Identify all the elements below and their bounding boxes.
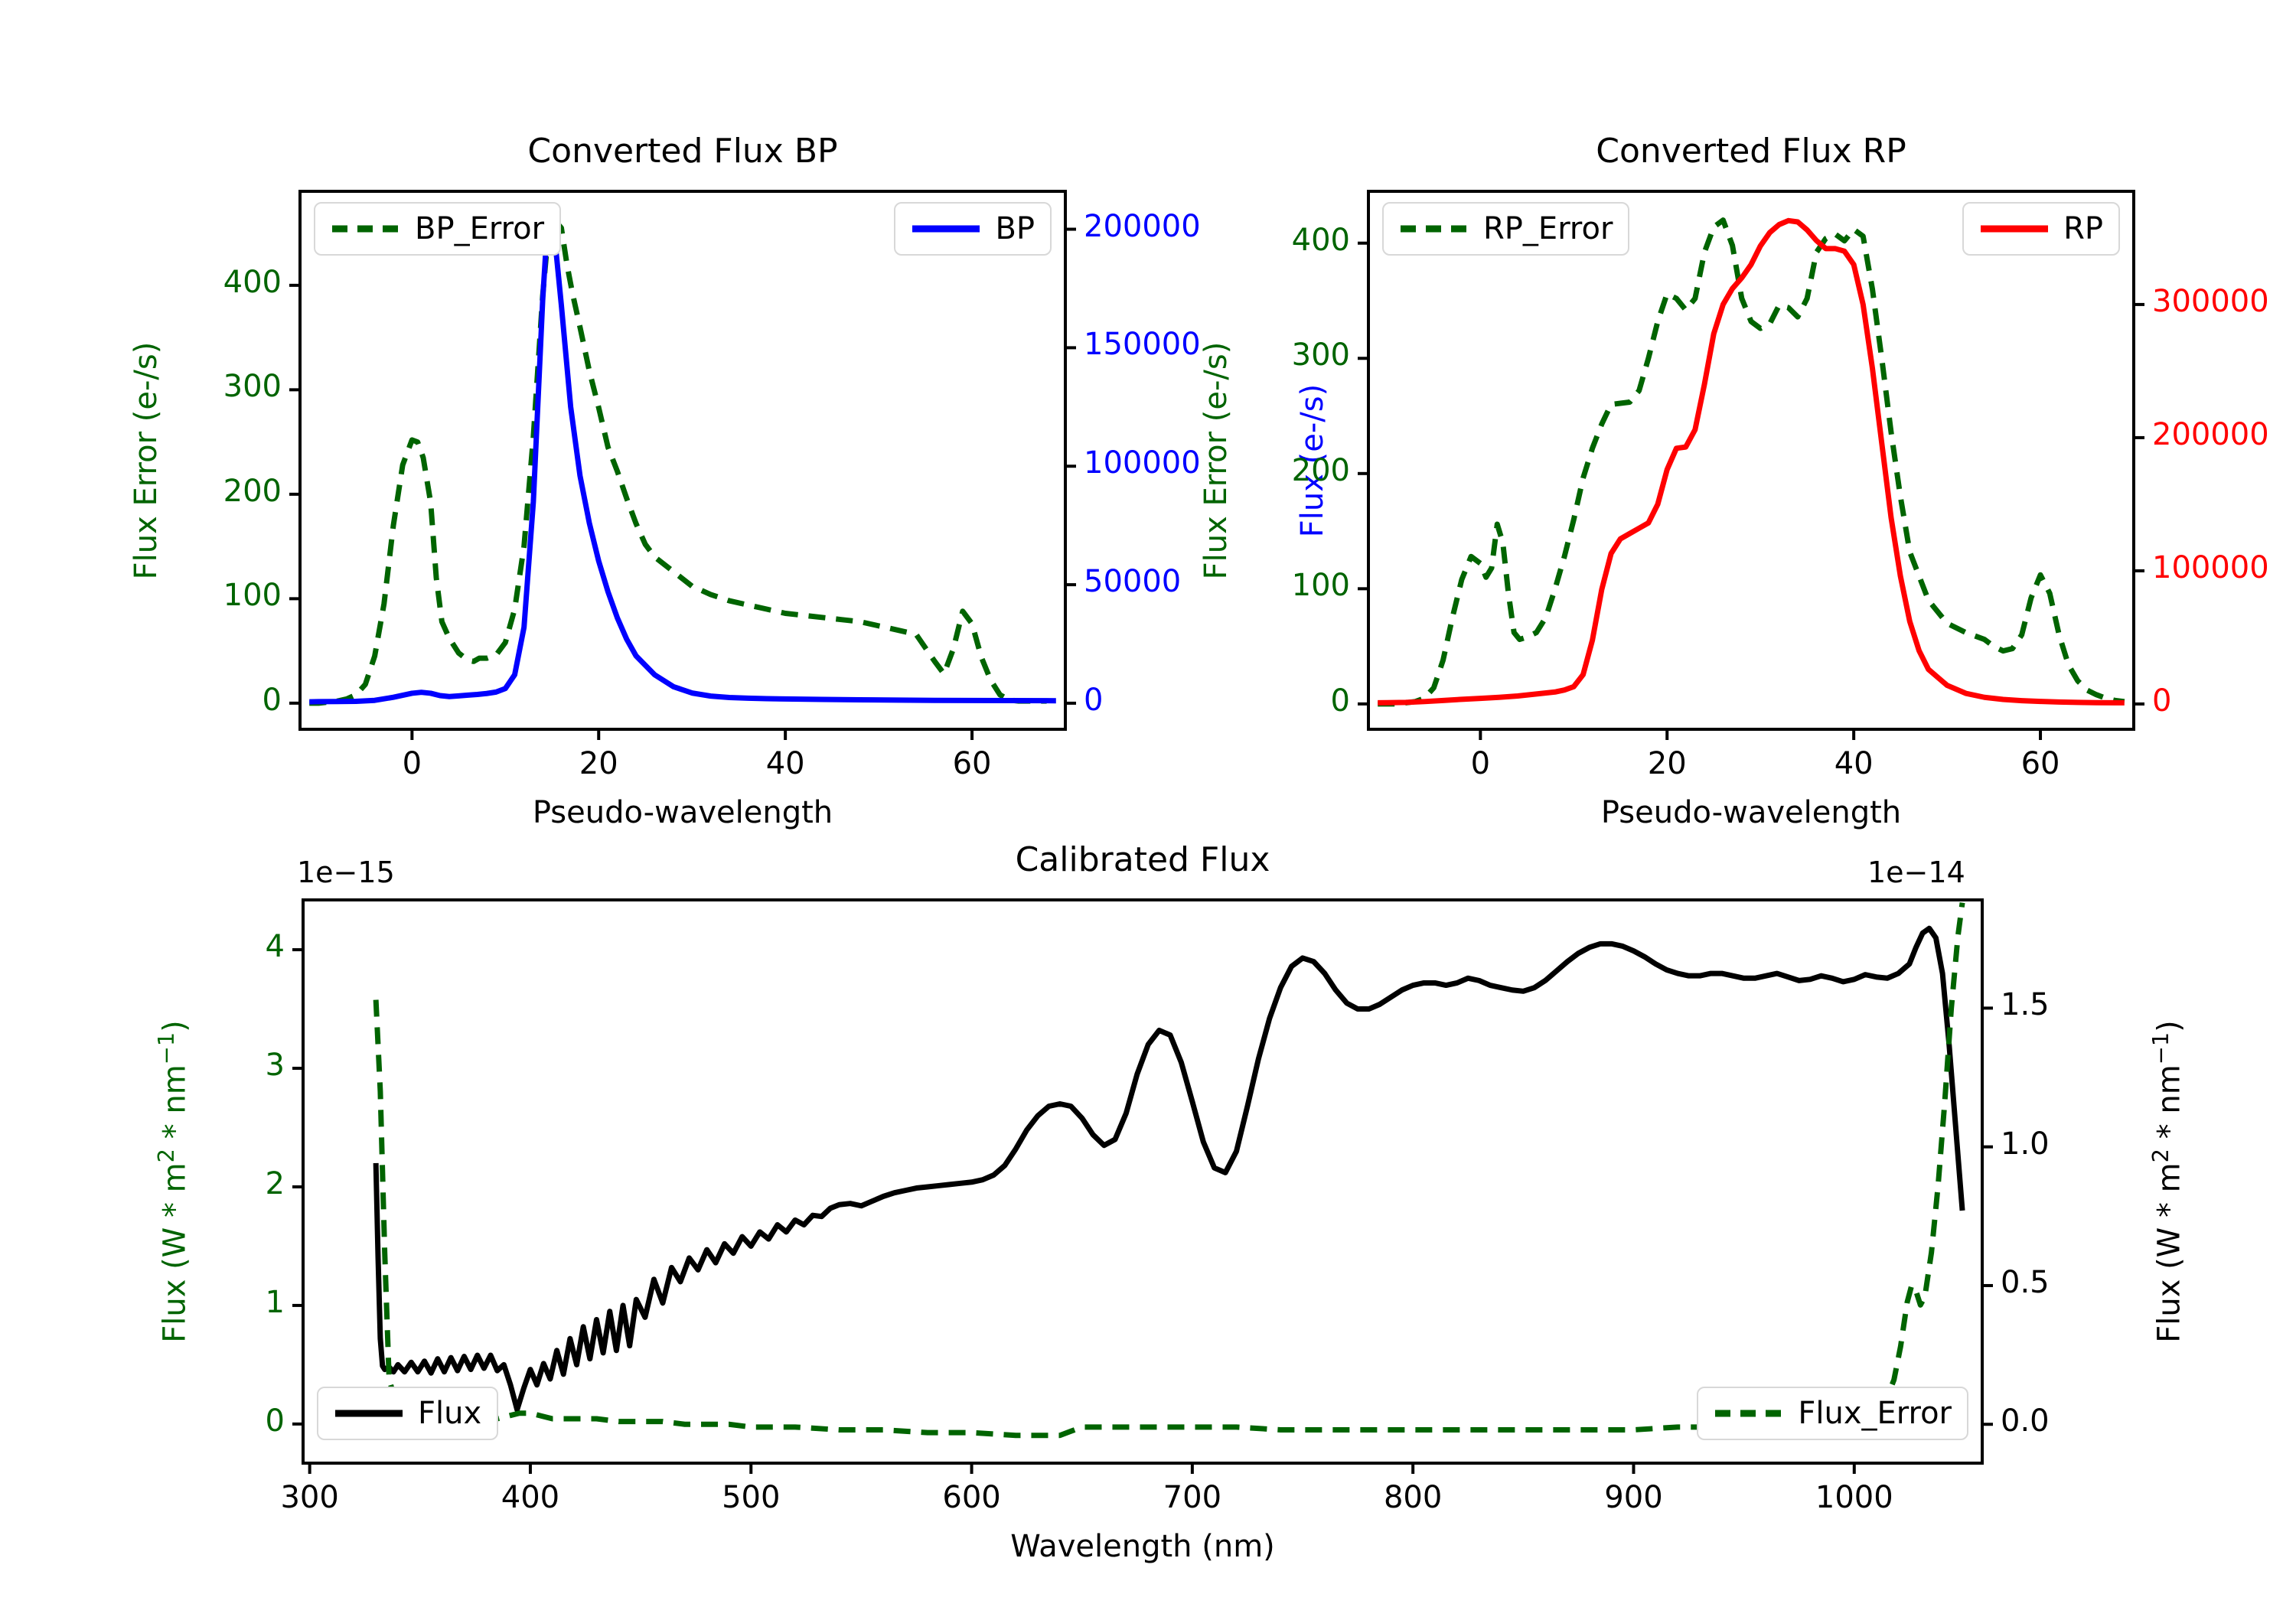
legend-swatch-solid (912, 225, 980, 233)
ytick-label-right: 100000 (2152, 549, 2269, 585)
legend-label: RP_Error (1483, 211, 1613, 246)
legend-swatch-dashed (1715, 1410, 1783, 1417)
ytick-label-left: 300 (223, 369, 282, 405)
series-line-flux_error (373, 902, 1965, 1439)
series-line-rp_error (1378, 217, 2125, 707)
plot-frame (298, 190, 1067, 731)
xtick-label: 400 (501, 1480, 560, 1515)
ytick-label-right: 300000 (2152, 283, 2269, 319)
legend-swatch-dashed (1401, 225, 1468, 233)
xtick-label: 0 (402, 746, 422, 781)
ytick-label-right: 0.5 (2001, 1264, 2050, 1300)
legend-rp-error[interactable]: RP_Error (1382, 202, 1630, 256)
yaxis-label-right: Flux (W * m2 * nm−1) (2148, 1020, 2187, 1343)
ytick-label-left: 200 (223, 473, 282, 509)
legend-label: Flux (418, 1396, 482, 1431)
ytick-label-left: 1 (265, 1284, 285, 1320)
legend-rp[interactable]: RP (1962, 202, 2120, 256)
xtick-label: 800 (1383, 1480, 1443, 1515)
series-line-bp (309, 207, 1056, 705)
ytick-label-left: 200 (1291, 452, 1350, 488)
xaxis-label: Wavelength (nm) (1010, 1529, 1275, 1564)
xtick-label: 20 (579, 746, 618, 781)
xtick-label: 500 (722, 1480, 781, 1515)
legend-bp[interactable]: BP (894, 202, 1052, 256)
ytick-label-left: 100 (223, 578, 282, 614)
xaxis-label: Pseudo-wavelength (1600, 795, 1902, 830)
ytick-label-right: 200000 (2152, 416, 2269, 452)
plot-frame (302, 898, 1984, 1465)
yaxis-label-left: Flux (W * m2 * nm−1) (153, 1020, 193, 1343)
series-line-flux (373, 925, 1965, 1413)
ytick-label-right: 0 (1084, 682, 1104, 718)
xtick-label: 700 (1163, 1480, 1222, 1515)
legend-flux[interactable]: Flux (317, 1387, 499, 1440)
xtick-label: 300 (280, 1480, 339, 1515)
ytick-label-right: 100000 (1084, 445, 1201, 481)
xtick-label: 600 (942, 1480, 1001, 1515)
xtick-label: 40 (1834, 746, 1874, 781)
ytick-label-left: 2 (265, 1165, 285, 1201)
legend-flux-error[interactable]: Flux_Error (1697, 1387, 1968, 1440)
xtick-label: 1000 (1815, 1480, 1893, 1515)
series-line-bp_error (309, 217, 1047, 706)
ytick-label-right: 50000 (1084, 564, 1182, 600)
ytick-label-right: 200000 (1084, 208, 1201, 244)
legend-label: BP (995, 211, 1035, 246)
legend-swatch-dashed (332, 225, 400, 233)
ytick-label-right: 1.5 (2001, 987, 2050, 1023)
xtick-label: 900 (1604, 1480, 1663, 1515)
legend-label: RP (2063, 211, 2103, 246)
legend-swatch-solid (1981, 225, 2049, 233)
xtick-label: 60 (2020, 746, 2060, 781)
ytick-label-left: 400 (1291, 222, 1350, 258)
xaxis-label: Pseudo-wavelength (532, 795, 833, 830)
ytick-label-left: 100 (1291, 568, 1350, 604)
legend-bp-error[interactable]: BP_Error (314, 202, 562, 256)
legend-swatch-solid (335, 1410, 403, 1417)
offset-text-right: 1e−14 (1867, 856, 1965, 889)
ytick-label-left: 400 (223, 264, 282, 300)
panel-title-calibrated: Calibrated Flux (1015, 840, 1270, 879)
series-line-rp (1378, 217, 2125, 706)
panel-title-bp: Converted Flux BP (527, 132, 838, 171)
panel-title-rp: Converted Flux RP (1596, 132, 1906, 171)
ytick-label-left: 0 (262, 682, 282, 718)
xtick-label: 60 (952, 746, 992, 781)
xtick-label: 40 (765, 746, 805, 781)
ytick-label-right: 0 (2152, 683, 2172, 719)
xtick-label: 20 (1647, 746, 1687, 781)
ytick-label-left: 4 (265, 929, 285, 965)
plot-frame (1367, 190, 2135, 731)
ytick-label-right: 150000 (1084, 327, 1201, 363)
ytick-label-left: 0 (1330, 683, 1350, 719)
ytick-label-left: 3 (265, 1048, 285, 1084)
offset-text-left: 1e−15 (297, 856, 395, 889)
ytick-label-left: 300 (1291, 337, 1350, 373)
ytick-label-right: 0.0 (2001, 1403, 2050, 1439)
legend-label: Flux_Error (1798, 1396, 1952, 1431)
legend-label: BP_Error (415, 211, 545, 246)
ytick-label-right: 1.0 (2001, 1126, 2050, 1162)
ytick-label-left: 0 (265, 1403, 285, 1439)
xtick-label: 0 (1470, 746, 1491, 781)
